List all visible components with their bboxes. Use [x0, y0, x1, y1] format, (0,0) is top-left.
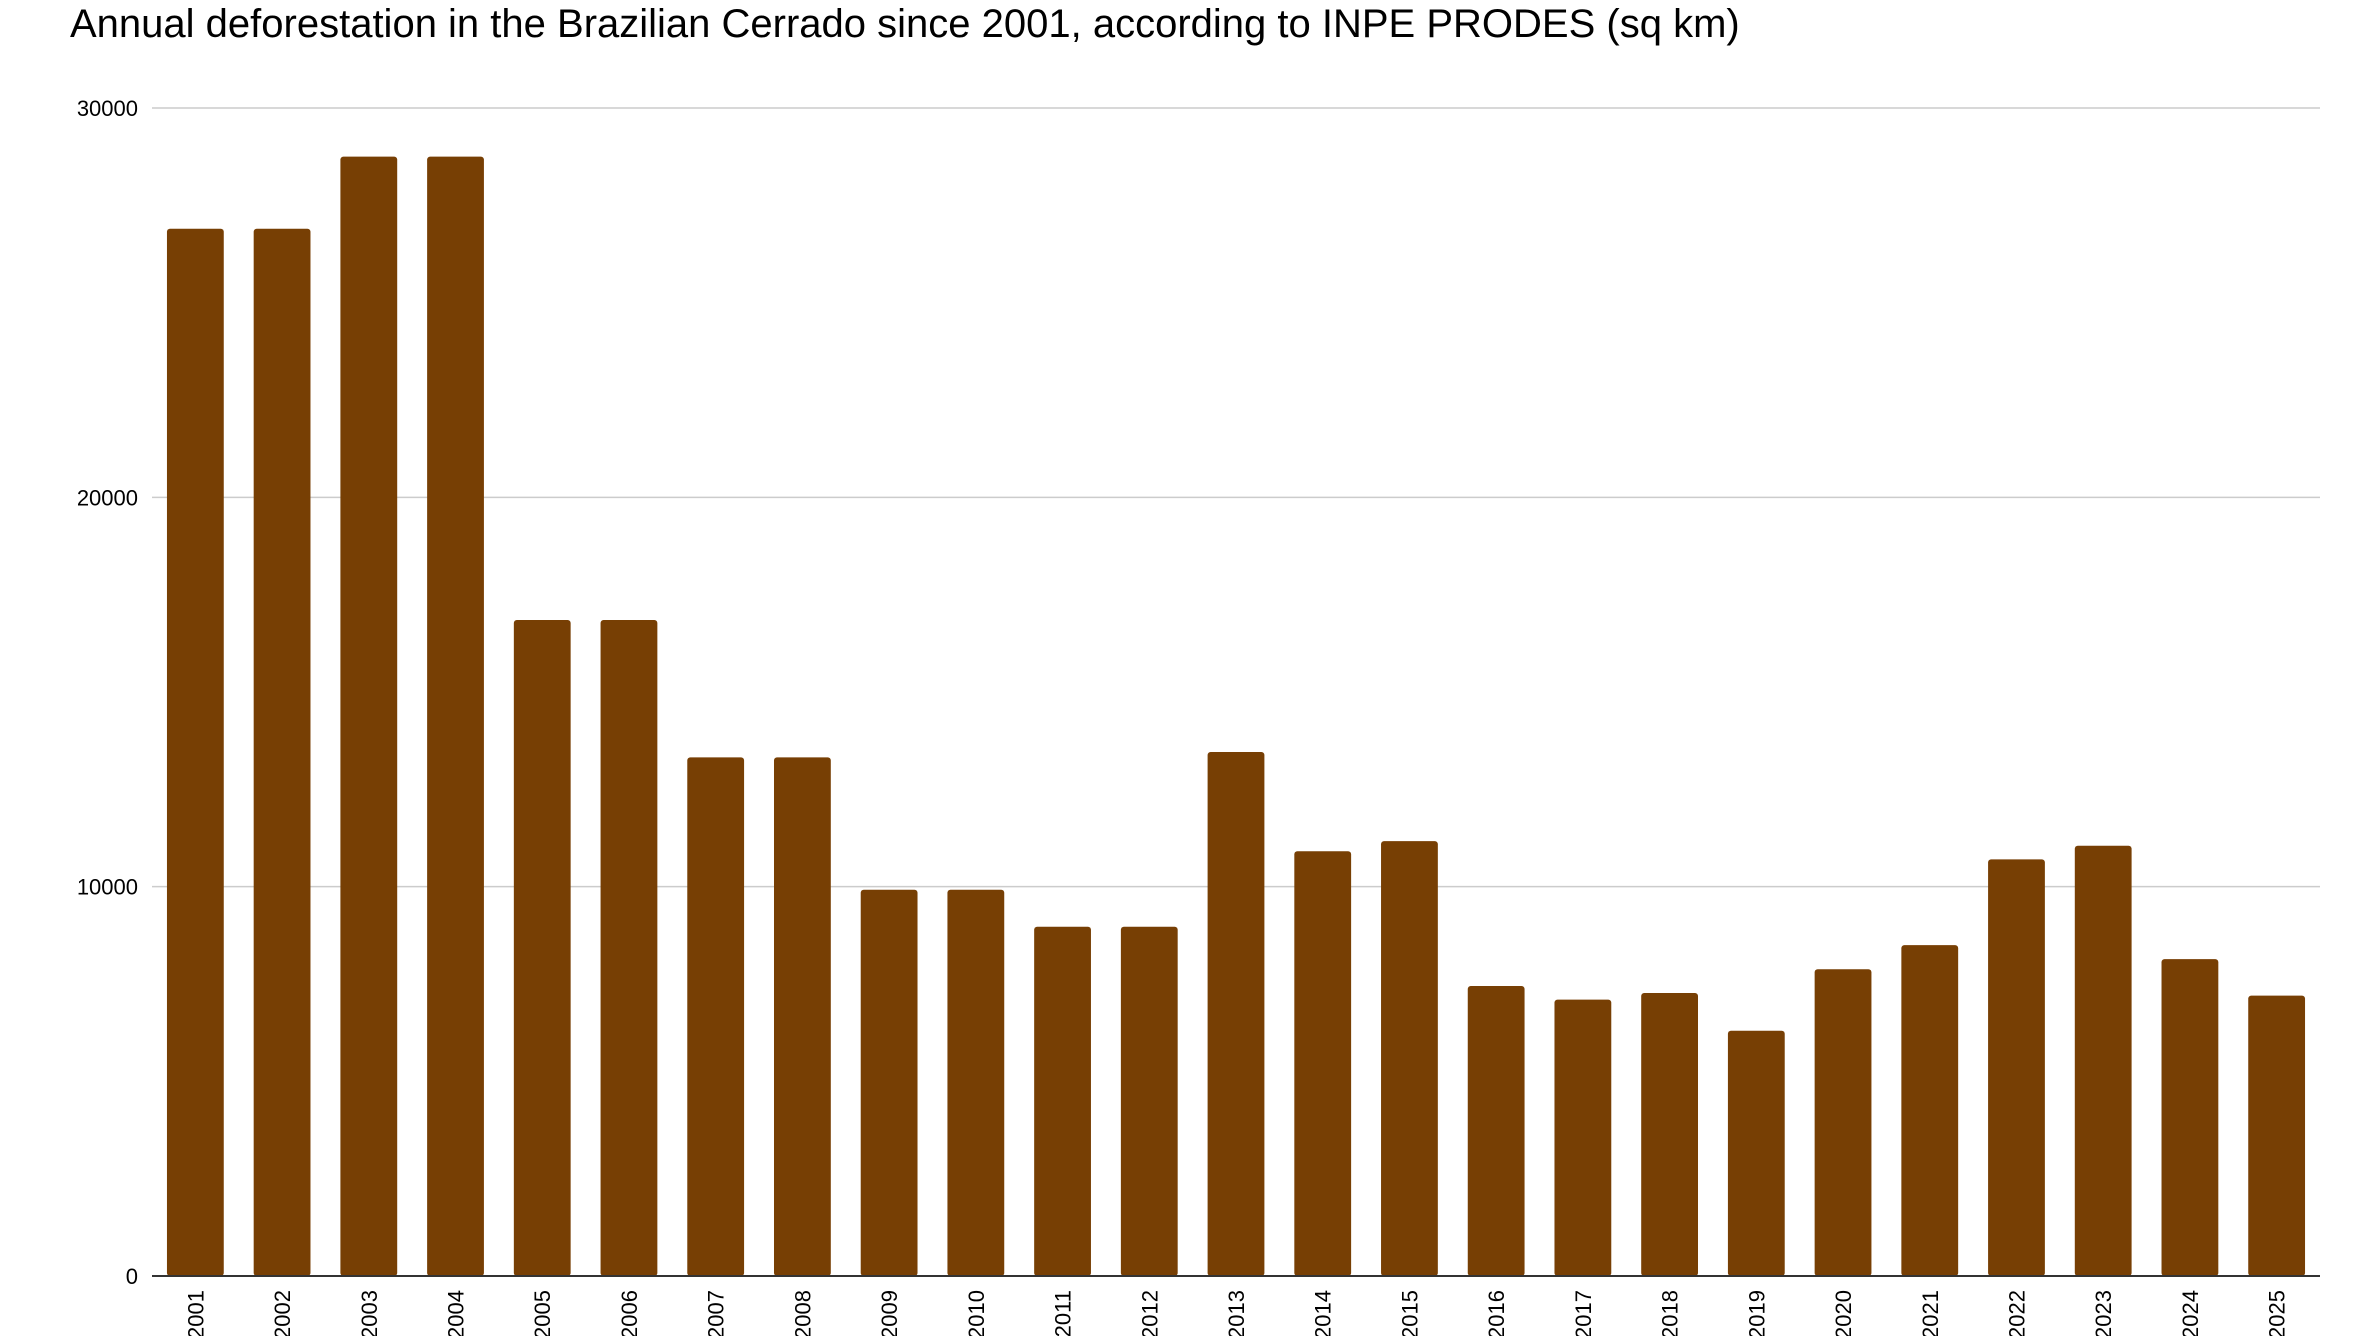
x-tick-label: 2014	[1311, 1290, 1336, 1336]
x-tick-label: 2017	[1571, 1290, 1596, 1336]
bar-2015	[1381, 841, 1438, 1276]
x-tick-label: 2001	[183, 1290, 208, 1336]
bar-2017	[1554, 999, 1612, 1276]
bar-2022	[1988, 859, 2045, 1276]
bar-2014	[1294, 851, 1352, 1276]
y-tick-label: 10000	[77, 875, 138, 900]
bar-2005	[513, 619, 571, 1276]
x-tick-label: 2015	[1397, 1290, 1422, 1336]
x-tick-label: 2008	[790, 1290, 815, 1336]
x-tick-label: 2020	[1831, 1290, 1856, 1336]
y-tick-label: 0	[126, 1264, 138, 1289]
bar-2023	[2074, 845, 2132, 1276]
x-tick-label: 2023	[2091, 1290, 2116, 1336]
x-tick-label: 2016	[1484, 1290, 1509, 1336]
bar-2011	[1034, 926, 1091, 1276]
x-tick-label: 2005	[530, 1290, 555, 1336]
bar-2007	[687, 757, 745, 1276]
x-tick-label: 2007	[704, 1290, 729, 1336]
bar-2003	[340, 156, 398, 1277]
bar-2019	[1727, 1030, 1785, 1276]
bar-2009	[860, 889, 918, 1276]
bar-2025	[2248, 995, 2306, 1276]
bar-2024	[2161, 959, 2219, 1276]
x-tick-label: 2009	[877, 1290, 902, 1336]
x-tick-label: 2006	[617, 1290, 642, 1336]
x-tick-label: 2011	[1051, 1290, 1076, 1336]
x-tick-label: 2003	[357, 1290, 382, 1336]
x-tick-label: 2018	[1658, 1290, 1683, 1336]
x-tick-label: 2012	[1137, 1290, 1162, 1336]
bar-2020	[1814, 969, 1872, 1276]
x-tick-label: 2002	[270, 1290, 295, 1336]
x-tick-label: 2022	[2004, 1290, 2029, 1336]
chart-title: Annual deforestation in the Brazilian Ce…	[70, 2, 1740, 46]
bar-2010	[947, 889, 1005, 1276]
y-tick-label: 30000	[77, 96, 138, 121]
y-axis-tick-labels: 0 10000 20000 30000	[77, 96, 138, 1289]
bar-2004	[427, 156, 484, 1277]
x-tick-label: 2021	[1918, 1290, 1943, 1336]
x-axis-tick-labels: 2001 2002 2003 2004 2005 2006 2007 2008 2009 2010…	[183, 1290, 2289, 1336]
x-tick-label: 2004	[444, 1290, 469, 1336]
bar-2016	[1467, 985, 1525, 1276]
x-tick-label: 2013	[1224, 1290, 1249, 1336]
x-tick-label: 2025	[2265, 1290, 2290, 1336]
bar-2018	[1641, 992, 1699, 1276]
bar-2012	[1120, 926, 1178, 1276]
x-tick-label: 2024	[2178, 1290, 2203, 1336]
bar-2021	[1901, 945, 1959, 1276]
bar-2002	[253, 228, 311, 1276]
bars	[166, 156, 2306, 1277]
x-tick-label: 2019	[1744, 1290, 1769, 1336]
bar-2001	[166, 228, 224, 1276]
bar-2008	[773, 757, 831, 1276]
y-tick-label: 20000	[77, 485, 138, 510]
bar-2013	[1207, 751, 1265, 1276]
x-tick-label: 2010	[964, 1290, 989, 1336]
bar-2006	[600, 619, 658, 1276]
